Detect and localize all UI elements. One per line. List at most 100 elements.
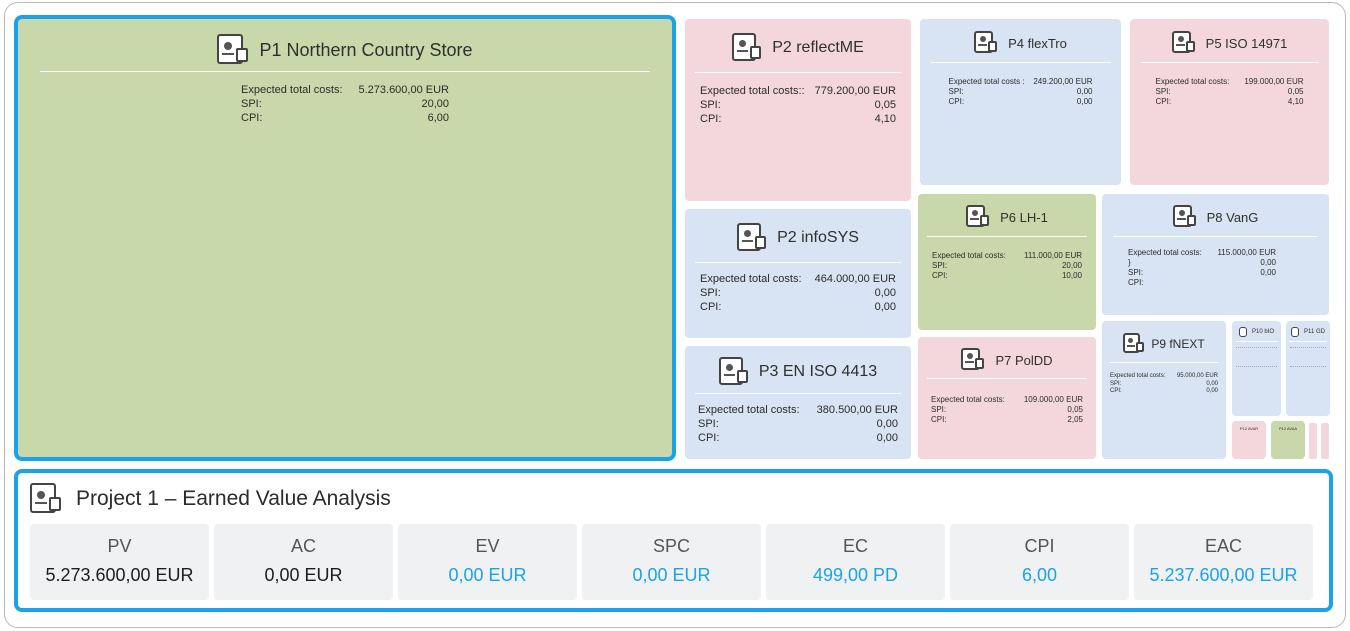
metric-value: 464.000,00 EUR (814, 273, 896, 285)
project-icon (961, 348, 985, 372)
metric-value: 380.500,00 EUR (816, 404, 898, 416)
metric-value: 0,05 (1067, 405, 1083, 414)
tile-p2-infosys[interactable]: P2 infoSYS Expected total costs: 464.000,… (685, 209, 911, 338)
metric-value: 20,00 (421, 97, 449, 110)
project-icon (974, 31, 998, 55)
metric-label: SPI: (698, 417, 719, 430)
metric-label: CPI: (241, 111, 263, 124)
tile-title: P6 LH-1 (1000, 209, 1048, 225)
project-icon (732, 33, 762, 63)
metric-label: SPI: (1128, 268, 1144, 277)
metric-value: 109.000,00 EUR (1023, 395, 1083, 404)
tile-title: P12 AVAR (1239, 425, 1259, 431)
tile-mini-2[interactable] (1321, 423, 1329, 459)
metric-label: Expected total costs: (1110, 373, 1166, 379)
tile-title: P10 bIO (1251, 329, 1274, 335)
metric-value: 0,05 (1287, 87, 1304, 96)
kpi-value: 0,00 EUR (264, 565, 343, 585)
kpi-spc: SPC 0,00 EUR (582, 524, 761, 600)
metric-value: 0,00 (876, 417, 898, 430)
metric-label: Expected total costs:: (700, 85, 805, 97)
kpi-label: CPI (1024, 536, 1055, 556)
kpi-label: AC (290, 536, 316, 556)
project-icon (737, 223, 767, 253)
metric-value: 6,00 (427, 111, 449, 124)
kpi-value: 5.273.600,00 EUR (45, 565, 194, 585)
project-icon (1238, 327, 1249, 337)
metric-value: 0,00 (1076, 87, 1093, 96)
kpi-value: 6,00 (1021, 565, 1058, 585)
tile-p10-bio[interactable]: P10 bIO (1232, 321, 1281, 416)
tile-p3-eniso4413[interactable]: P3 EN ISO 4413 Expected total costs: 380.… (685, 346, 911, 459)
project-icon (966, 205, 990, 229)
tile-p5-iso14971[interactable]: P5 ISO 14971 Expected total costs: 199.00… (1130, 19, 1329, 185)
metric-value: 0,00 (1206, 380, 1218, 387)
metric-label: Expected total costs: (241, 84, 343, 96)
metric-label: SPI: (1110, 380, 1122, 387)
metric-label: SPI: (1155, 87, 1171, 96)
tile-p4-flextro[interactable]: P4 flexTro Expected total costs : 249.200… (920, 19, 1121, 185)
tile-title: P12 AVAA (1278, 425, 1298, 431)
metric-value: 2,05 (1067, 415, 1083, 424)
kpi-label: PV (107, 536, 132, 556)
tile-title: P1 Northern Country Store (259, 39, 473, 60)
metric-value: 0,00 (1206, 388, 1218, 394)
tile-p9-fnext[interactable]: P9 fNEXT Expected total costs: 95.000,00 … (1102, 321, 1226, 459)
tile-p11-gd[interactable]: P11 GD (1286, 321, 1330, 416)
tile-title: P4 flexTro (1008, 35, 1067, 51)
tile-title: P11 GD (1304, 329, 1325, 335)
metric-value: 5.273.600,00 EUR (358, 84, 449, 96)
metric-label: CPI: (1110, 388, 1122, 394)
panel-title: Project 1 – Earned Value Analysis (76, 487, 391, 510)
kpi-value: 0,00 EUR (448, 565, 527, 585)
metric-value: 95.000,00 EUR (1176, 373, 1218, 379)
metric-label: SPI: (241, 97, 262, 110)
tile-title: P7 PolDD (995, 352, 1053, 368)
tile-title: P8 VanG (1206, 209, 1259, 225)
tile-metrics-placeholder (1236, 347, 1277, 367)
metric-value: 0,05 (874, 98, 896, 111)
metric-value: 20,00 (1061, 261, 1082, 270)
tile-metrics-placeholder (1290, 347, 1326, 367)
metric-value: 779.200,00 EUR (814, 85, 896, 97)
tile-p12-avaa[interactable]: P12 AVAA (1271, 421, 1305, 459)
metric-label: Expected total costs: (1128, 248, 1202, 257)
kpi-ev: EV 0,00 EUR (398, 524, 577, 600)
metric-value: 4,10 (874, 112, 896, 125)
tile-title: P5 ISO 14971 (1205, 35, 1288, 51)
metric-label: CPI: (1155, 97, 1172, 106)
project-icon (718, 357, 749, 387)
metric-label: CPI: (1128, 278, 1144, 287)
tile-p2-reflectme[interactable]: P2 reflectME Expected total costs:: 779.2… (685, 19, 911, 201)
metric-value: 0,00 (1076, 97, 1093, 106)
tile-mini-1[interactable] (1309, 423, 1317, 459)
metric-label: Expected total costs: (932, 251, 1006, 260)
kpi-pv: PV 5.273.600,00 EUR (30, 524, 209, 600)
metric-label: SPI: (700, 286, 721, 299)
metric-value: 0,00 (874, 300, 896, 313)
metric-value: 4,10 (1287, 97, 1304, 106)
metric-label: CPI: (931, 415, 947, 424)
metric-label: SPI: (948, 87, 964, 96)
metric-value: 0,00 (1260, 258, 1276, 267)
metric-value: 249.200,00 EUR (1033, 77, 1093, 86)
project-icon (1172, 205, 1197, 229)
kpi-ac: AC 0,00 EUR (214, 524, 393, 600)
metric-label: CPI: (932, 271, 948, 280)
kpi-cpi: CPI 6,00 (950, 524, 1129, 600)
metric-value: 0,00 (1260, 268, 1276, 277)
earned-value-panel: Project 1 – Earned Value Analysis PV 5.2… (14, 469, 1333, 612)
project-icon (1123, 333, 1145, 355)
metric-value: 10,00 (1061, 271, 1082, 280)
kpi-label: EAC (1204, 536, 1242, 556)
tile-p12-avar[interactable]: P12 AVAR (1232, 421, 1266, 459)
tile-p1[interactable]: P1 Northern Country Store Expected total… (14, 15, 676, 461)
tile-p7-poldd[interactable]: P7 PolDD Expected total costs: 109.000,00… (918, 337, 1096, 459)
tile-p8-vang[interactable]: P8 VanG Expected total costs: 115.000,00 … (1102, 194, 1329, 315)
tile-p6-lh1[interactable]: P6 LH-1 Expected total costs: 111.000,00 … (918, 194, 1096, 330)
metric-label: CPI: (948, 97, 965, 106)
kpi-value: 499,00 PD (812, 565, 899, 585)
metric-label: SPI: (931, 405, 947, 414)
kpi-label: EV (475, 536, 500, 556)
kpi-label: SPC (652, 536, 690, 556)
